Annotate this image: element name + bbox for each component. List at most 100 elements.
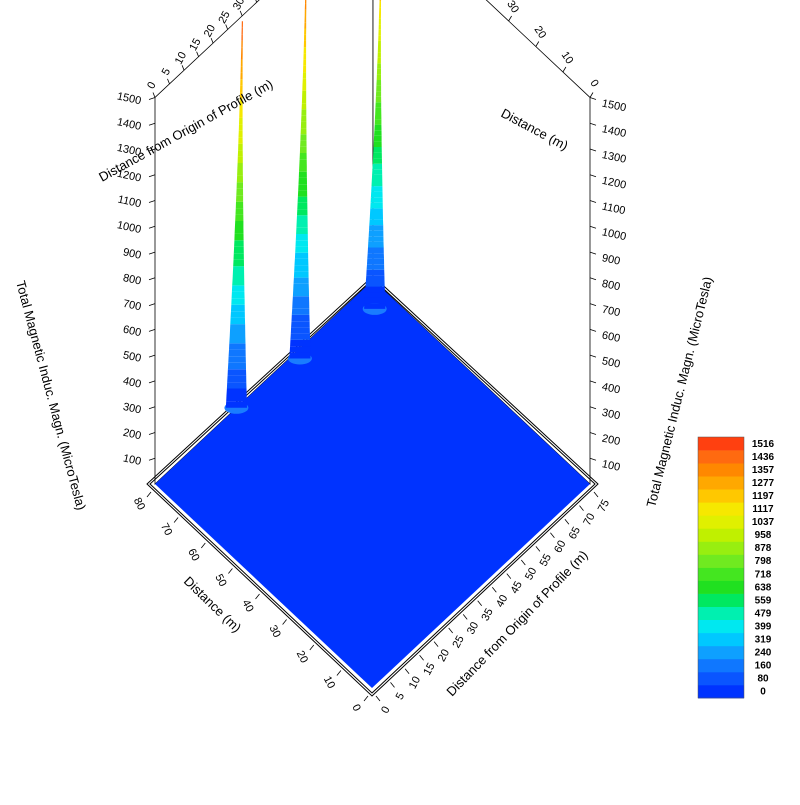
peak-segment <box>241 27 243 35</box>
x-tick-front <box>462 614 468 620</box>
y-tick-label-front: 40 <box>239 598 255 614</box>
peak-segment <box>227 362 246 370</box>
legend-label: 638 <box>755 582 772 593</box>
peak-segment <box>371 174 383 181</box>
peak-segment <box>299 153 307 160</box>
peak-segment <box>378 35 381 41</box>
z-tick-left <box>148 225 156 229</box>
peak-segment <box>297 209 308 216</box>
peak-segment <box>379 7 381 13</box>
z-tick-right <box>589 200 597 203</box>
z-tick-right <box>589 251 597 255</box>
x-tick-front <box>375 695 381 702</box>
y-tick-label-front: 80 <box>131 496 147 512</box>
peak-segment <box>364 303 386 309</box>
z-tick-label-right: 100 <box>601 458 621 474</box>
peak-segment <box>237 156 243 163</box>
legend-swatch <box>698 476 744 490</box>
x-tick-label-back: 30 <box>231 0 247 12</box>
peak-segment <box>231 298 245 305</box>
peak-segment <box>366 269 385 276</box>
z-tick-left <box>148 303 156 306</box>
peak-segment <box>299 165 307 172</box>
peak-segment <box>370 202 383 209</box>
x-tick-front <box>564 518 570 525</box>
peak-segment <box>294 258 309 266</box>
y-tick-front <box>146 491 152 498</box>
z-tick-label-left: 800 <box>122 272 142 288</box>
z-tick-label-right: 200 <box>601 433 621 449</box>
peak-segment <box>302 72 307 79</box>
y-tick-back <box>535 41 540 47</box>
x-tick-label-front: 60 <box>552 539 568 555</box>
x-tick-label-front: 75 <box>596 498 612 514</box>
legend-swatch <box>698 528 744 542</box>
peak-segment <box>240 79 243 86</box>
z-tick-right <box>589 148 597 152</box>
z-tick-label-right: 1500 <box>601 98 627 115</box>
peak-segment <box>377 63 381 69</box>
y-tick-label-back: 0 <box>587 78 600 90</box>
peak-segment <box>226 395 247 402</box>
x-tick-label-front: 5 <box>394 691 407 702</box>
peak-segment <box>302 78 307 85</box>
peak-segment <box>296 221 308 228</box>
x-tick-back <box>196 51 199 57</box>
peak-segment <box>374 130 382 136</box>
peak-segment <box>374 124 382 131</box>
peak-segment <box>300 121 307 129</box>
peak-segment <box>304 16 307 23</box>
peak-segment <box>241 47 243 54</box>
peak-segment <box>239 117 243 125</box>
x-tick-front <box>593 491 599 498</box>
legend-swatch <box>698 580 744 594</box>
peak-segment <box>226 388 247 395</box>
peak-segment <box>290 333 311 340</box>
peak-segment <box>300 134 307 141</box>
peak-segment <box>297 196 308 203</box>
peak-segment <box>375 96 382 103</box>
peak-segment <box>239 98 243 105</box>
x-tick-front <box>477 600 483 607</box>
z-tick-left <box>148 148 156 152</box>
y-tick-label-front: 10 <box>321 674 337 690</box>
peak-segment <box>364 292 385 298</box>
z-tick-label-left: 900 <box>122 246 142 262</box>
peak-segment <box>366 264 385 270</box>
peak-segment <box>234 227 244 234</box>
peak-segment <box>370 208 383 214</box>
peak-segment <box>227 369 247 376</box>
peak-segment <box>230 311 245 318</box>
z-tick-label-right: 300 <box>601 407 621 423</box>
z-tick-right <box>589 457 597 461</box>
peak-segment <box>236 182 243 189</box>
x-tick-back <box>152 92 156 98</box>
peak-segment <box>303 65 307 73</box>
peak-segment <box>299 146 307 153</box>
legend-swatch <box>698 645 744 660</box>
peak-segment <box>292 290 309 297</box>
legend-swatch <box>698 632 744 647</box>
peak-segment <box>240 85 243 93</box>
peak-segment <box>293 271 309 278</box>
legend-label: 1037 <box>752 517 775 528</box>
peak-segment <box>232 272 245 279</box>
x-tick-label-front: 0 <box>379 704 392 715</box>
peak-segment <box>368 241 384 248</box>
peak-segment <box>291 321 310 328</box>
z-tick-label-left: 300 <box>122 401 142 417</box>
y-tick-back <box>589 92 594 98</box>
legend-label: 80 <box>757 674 769 685</box>
z-tick-right <box>589 174 597 178</box>
peak-segment <box>239 105 243 112</box>
peak-segment <box>377 57 381 64</box>
peak-segment <box>293 283 309 290</box>
peak-segment <box>369 219 384 226</box>
z-tick-left <box>148 380 156 384</box>
peak-segment <box>302 90 307 97</box>
z-tick-left <box>148 97 156 100</box>
legend-label: 160 <box>755 661 772 672</box>
peak-segment <box>289 346 311 353</box>
peak-segment <box>372 169 383 175</box>
y-tick-front <box>173 517 179 523</box>
